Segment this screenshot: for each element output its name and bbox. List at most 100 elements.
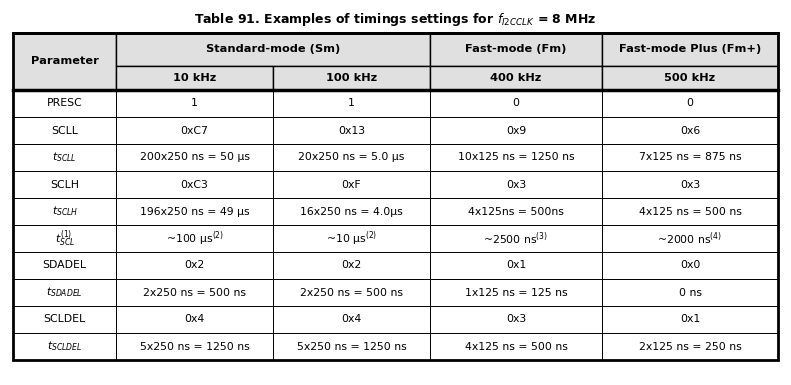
Text: 100 kHz: 100 kHz — [326, 73, 377, 83]
Bar — [430, 252, 602, 279]
Text: 0x9: 0x9 — [506, 126, 526, 136]
Text: 0x3: 0x3 — [680, 179, 700, 189]
Text: 2x250 ns = 500 ns: 2x250 ns = 500 ns — [300, 288, 403, 298]
Text: Table 91. Examples of timings settings for $f_{I2CCLK}$ = 8 MHz: Table 91. Examples of timings settings f… — [195, 10, 596, 27]
Text: 2x250 ns = 500 ns: 2x250 ns = 500 ns — [143, 288, 246, 298]
Bar — [116, 333, 273, 360]
Bar — [602, 171, 778, 198]
Text: 0: 0 — [687, 99, 694, 109]
Text: $t_{SCLH}$: $t_{SCLH}$ — [51, 204, 78, 218]
Bar — [602, 144, 778, 171]
Bar — [430, 66, 602, 90]
Bar — [13, 225, 116, 252]
Text: 0x6: 0x6 — [680, 126, 700, 136]
Text: 500 kHz: 500 kHz — [664, 73, 716, 83]
Text: 0xC3: 0xC3 — [181, 179, 209, 189]
Bar — [273, 306, 430, 333]
Text: Parameter: Parameter — [31, 57, 99, 67]
Bar — [602, 333, 778, 360]
Text: $t_{SCLL}$: $t_{SCLL}$ — [52, 151, 77, 164]
Bar — [13, 90, 116, 117]
Text: 0x1: 0x1 — [506, 261, 526, 271]
Text: 4x125 ns = 500 ns: 4x125 ns = 500 ns — [464, 341, 567, 352]
Bar — [273, 66, 430, 90]
Text: SDADEL: SDADEL — [43, 261, 87, 271]
Bar — [13, 171, 116, 198]
Bar — [116, 279, 273, 306]
Text: 200x250 ns = 50 μs: 200x250 ns = 50 μs — [140, 152, 250, 162]
Bar — [116, 33, 430, 66]
Text: 0x0: 0x0 — [679, 261, 700, 271]
Text: ~2500 ns$^{(3)}$: ~2500 ns$^{(3)}$ — [483, 230, 548, 247]
Text: ~10 μs$^{(2)}$: ~10 μs$^{(2)}$ — [326, 229, 377, 248]
Bar — [13, 306, 116, 333]
Bar — [602, 279, 778, 306]
Bar — [430, 333, 602, 360]
Text: 4x125ns = 500ns: 4x125ns = 500ns — [468, 206, 564, 216]
Bar — [430, 90, 602, 117]
Bar — [602, 198, 778, 225]
Bar — [430, 171, 602, 198]
Text: Standard-mode (Sm): Standard-mode (Sm) — [206, 45, 340, 55]
Text: Fast-mode (Fm): Fast-mode (Fm) — [465, 45, 566, 55]
Bar — [602, 117, 778, 144]
Text: 400 kHz: 400 kHz — [490, 73, 542, 83]
Bar — [13, 144, 116, 171]
Text: 7x125 ns = 875 ns: 7x125 ns = 875 ns — [638, 152, 741, 162]
Bar — [116, 225, 273, 252]
Bar — [273, 144, 430, 171]
Bar — [273, 198, 430, 225]
Bar — [602, 90, 778, 117]
Text: 10x125 ns = 1250 ns: 10x125 ns = 1250 ns — [458, 152, 574, 162]
Bar — [430, 306, 602, 333]
Bar — [13, 252, 116, 279]
Text: 10 kHz: 10 kHz — [173, 73, 216, 83]
Text: 5x250 ns = 1250 ns: 5x250 ns = 1250 ns — [297, 341, 407, 352]
Text: SCLH: SCLH — [50, 179, 79, 189]
Bar — [116, 90, 273, 117]
Text: $t_{SDADEL}$: $t_{SDADEL}$ — [47, 286, 83, 300]
Bar — [602, 66, 778, 90]
Text: SCLDEL: SCLDEL — [44, 315, 85, 325]
Text: 0x4: 0x4 — [342, 315, 361, 325]
Bar — [13, 117, 116, 144]
Bar — [602, 306, 778, 333]
Bar — [116, 66, 273, 90]
Bar — [116, 171, 273, 198]
Text: 0x1: 0x1 — [680, 315, 700, 325]
Bar — [13, 333, 116, 360]
Text: 16x250 ns = 4.0μs: 16x250 ns = 4.0μs — [300, 206, 403, 216]
Text: 0x3: 0x3 — [506, 179, 526, 189]
Bar — [273, 279, 430, 306]
Text: SCLL: SCLL — [51, 126, 78, 136]
Text: $t_{SCL}^{(1)}$: $t_{SCL}^{(1)}$ — [55, 228, 74, 249]
Bar — [13, 33, 778, 360]
Text: 2x125 ns = 250 ns: 2x125 ns = 250 ns — [638, 341, 741, 352]
Text: 0x4: 0x4 — [184, 315, 205, 325]
Bar — [430, 279, 602, 306]
Bar — [116, 144, 273, 171]
Bar — [273, 171, 430, 198]
Text: 0: 0 — [513, 99, 520, 109]
Text: Fast-mode Plus (Fm+): Fast-mode Plus (Fm+) — [619, 45, 761, 55]
Bar — [13, 33, 116, 90]
Text: $t_{SCLDEL}$: $t_{SCLDEL}$ — [47, 340, 82, 353]
Text: 20x250 ns = 5.0 μs: 20x250 ns = 5.0 μs — [298, 152, 405, 162]
Text: 0x3: 0x3 — [506, 315, 526, 325]
Bar — [430, 33, 602, 66]
Text: 0xC7: 0xC7 — [181, 126, 209, 136]
Text: 0x2: 0x2 — [342, 261, 361, 271]
Bar — [116, 198, 273, 225]
Bar — [273, 225, 430, 252]
Bar — [430, 198, 602, 225]
Text: ~2000 ns$^{(4)}$: ~2000 ns$^{(4)}$ — [657, 230, 722, 247]
Bar — [602, 33, 778, 66]
Bar — [430, 117, 602, 144]
Bar — [116, 117, 273, 144]
Text: 0 ns: 0 ns — [679, 288, 702, 298]
Bar — [116, 252, 273, 279]
Bar — [430, 144, 602, 171]
Bar — [602, 252, 778, 279]
Bar — [602, 225, 778, 252]
Text: PRESC: PRESC — [47, 99, 82, 109]
